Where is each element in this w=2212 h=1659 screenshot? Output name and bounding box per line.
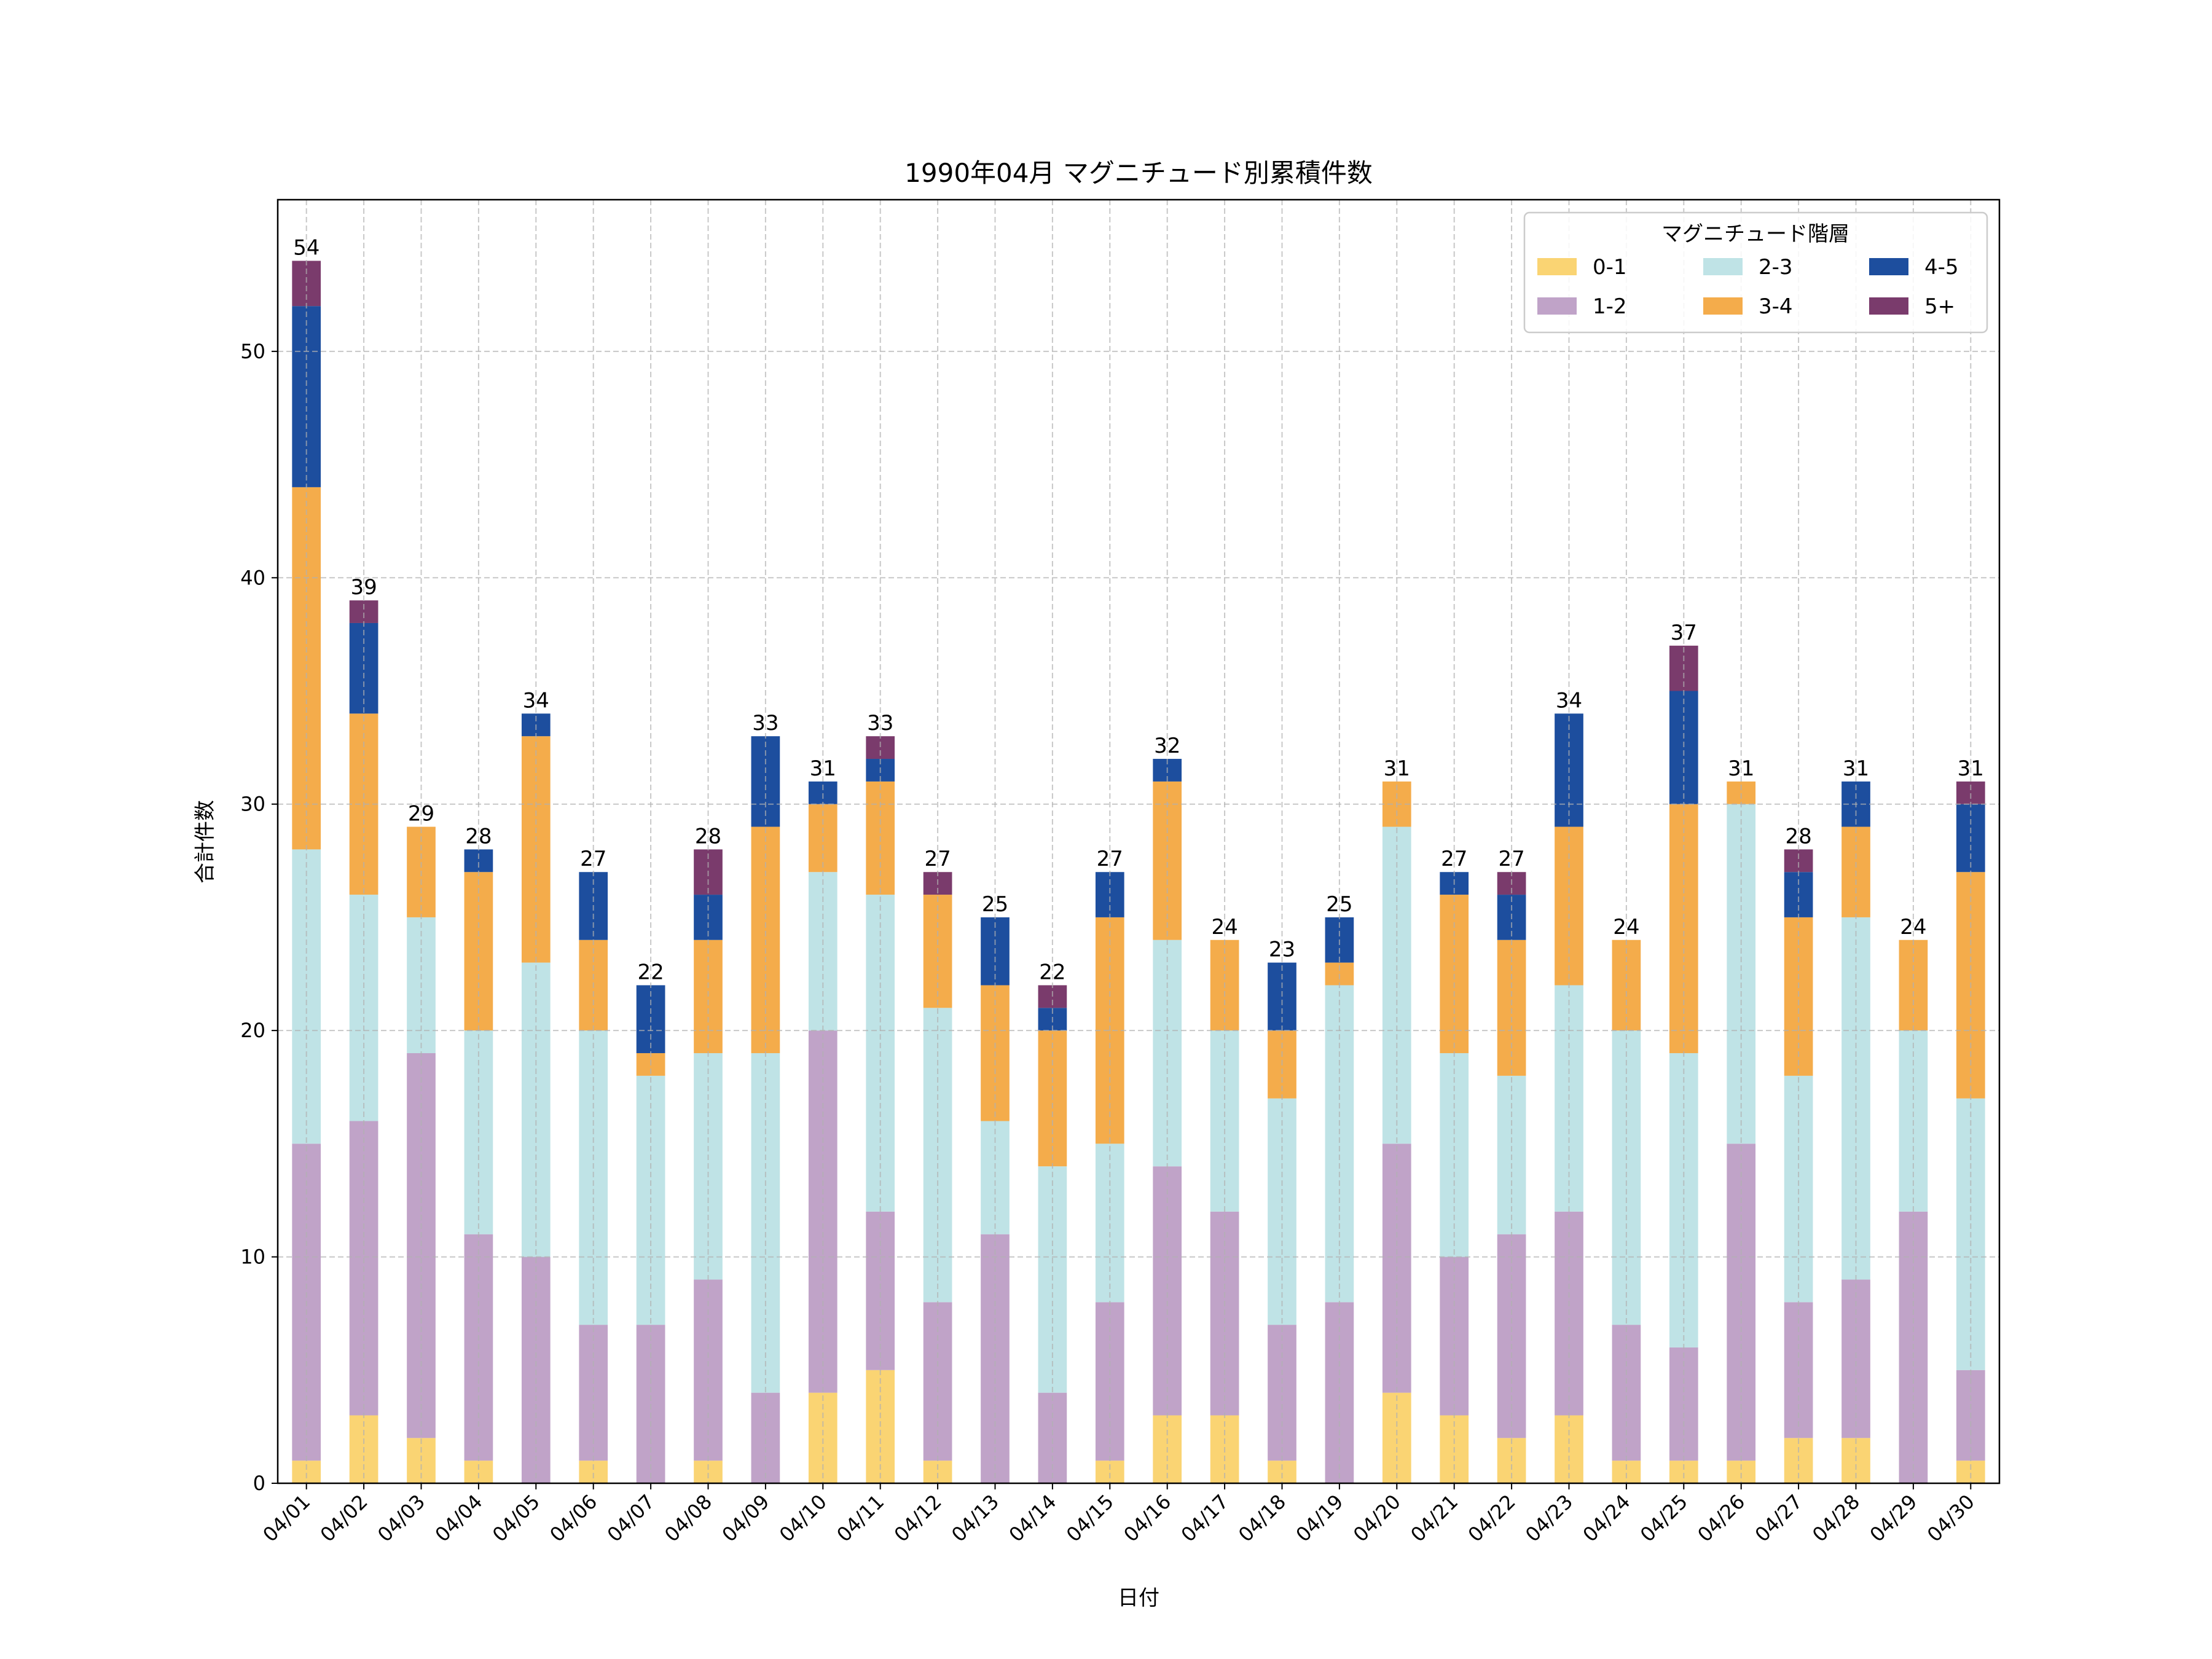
legend-swatch-2-3	[1703, 258, 1743, 275]
total-label: 28	[465, 824, 492, 849]
bar-04-24-0-1	[1612, 1461, 1641, 1483]
total-label: 34	[1556, 688, 1582, 713]
y-axis: 0 10 20 30 40 50	[240, 340, 278, 1495]
y-tick-label: 20	[240, 1019, 265, 1042]
total-label: 24	[1211, 915, 1237, 939]
legend-label: 1-2	[1593, 294, 1627, 319]
total-label: 24	[1900, 915, 1926, 939]
total-label: 22	[637, 960, 664, 984]
total-label: 54	[293, 235, 320, 260]
legend-swatch-0-1	[1537, 258, 1577, 275]
bar-04-08-0-1	[694, 1461, 723, 1483]
total-label: 25	[1326, 892, 1352, 917]
legend: マグニチュード階層 0-1 1-2 2-3 3-4 4-5 5+	[1523, 211, 1988, 334]
total-label: 31	[1384, 756, 1410, 781]
legend-swatch-4-5	[1869, 258, 1908, 275]
bar-04-04-4-5	[464, 849, 493, 873]
bar-04-06-2-3	[579, 1030, 608, 1325]
total-label: 22	[1039, 960, 1065, 984]
total-label: 24	[1613, 915, 1639, 939]
legend-label: 3-4	[1759, 294, 1793, 319]
bar-04-25-0-1	[1669, 1461, 1698, 1483]
legend-label: 5+	[1924, 294, 1955, 319]
x-axis-label: 日付	[1118, 1586, 1159, 1610]
total-label: 32	[1154, 734, 1180, 758]
total-labels: 54 39 29 28 34 27 22 28 33 31 33 27 25 22 27 32 24 23 25 31…	[293, 235, 1984, 984]
bar-04-06-0-1	[579, 1461, 608, 1483]
legend-swatch-1-2	[1537, 297, 1577, 315]
total-label: 33	[867, 711, 893, 735]
bar-04-05-2-3	[521, 962, 551, 1257]
chart-title: 1990年04月 マグニチュード別累積件数	[904, 158, 1373, 188]
total-label: 34	[523, 688, 549, 713]
total-label: 27	[1097, 847, 1123, 871]
legend-title: マグニチュード階層	[1661, 222, 1849, 246]
y-tick-label: 40	[240, 566, 265, 589]
legend-label: 2-3	[1759, 255, 1793, 280]
bar-04-15-0-1	[1095, 1461, 1124, 1483]
total-label: 31	[810, 756, 836, 781]
total-label: 23	[1269, 938, 1295, 962]
bar-04-04-0-1	[464, 1461, 493, 1483]
bar-04-16-1-2	[1153, 1166, 1182, 1416]
bar-04-01-0-1	[292, 1461, 321, 1483]
legend-swatch-3-4	[1703, 297, 1743, 315]
bar-04-12-0-1	[923, 1461, 952, 1483]
bar-04-11-1-2	[866, 1211, 895, 1370]
total-label: 31	[1958, 756, 1984, 781]
bar-04-27-5+	[1784, 849, 1813, 873]
total-label: 31	[1843, 756, 1869, 781]
y-tick-label: 30	[240, 793, 265, 816]
total-label: 37	[1671, 621, 1697, 645]
total-label: 33	[752, 711, 779, 735]
total-label: 28	[1785, 824, 1811, 849]
total-label: 27	[924, 847, 951, 871]
plot-frame	[276, 198, 2001, 1484]
total-label: 27	[1441, 847, 1467, 871]
bar-04-18-0-1	[1268, 1461, 1296, 1483]
total-label: 28	[695, 824, 721, 849]
bar-04-02-5+	[349, 600, 378, 623]
total-label: 31	[1728, 756, 1754, 781]
legend-label: 4-5	[1924, 255, 1959, 280]
bar-04-30-0-1	[1956, 1461, 1985, 1483]
total-label: 25	[982, 892, 1008, 917]
bar-04-16-3-4	[1153, 781, 1182, 940]
total-label: 39	[350, 575, 377, 600]
legend-label: 0-1	[1593, 255, 1627, 280]
y-tick-label: 0	[253, 1472, 265, 1495]
grid-layer	[278, 200, 1999, 1484]
legend-swatch-5+	[1869, 297, 1908, 315]
y-tick-label: 50	[240, 340, 265, 363]
bar-04-19-1-2	[1325, 1302, 1354, 1483]
bar-04-26-0-1	[1727, 1461, 1756, 1483]
total-label: 29	[408, 802, 434, 826]
bar-04-01-4-5	[292, 306, 321, 487]
y-axis-label: 合計件数	[193, 800, 218, 884]
total-label: 27	[1498, 847, 1524, 871]
y-tick-label: 10	[240, 1245, 265, 1269]
total-label: 27	[580, 847, 606, 871]
bar-04-24-2-3	[1612, 1030, 1641, 1325]
